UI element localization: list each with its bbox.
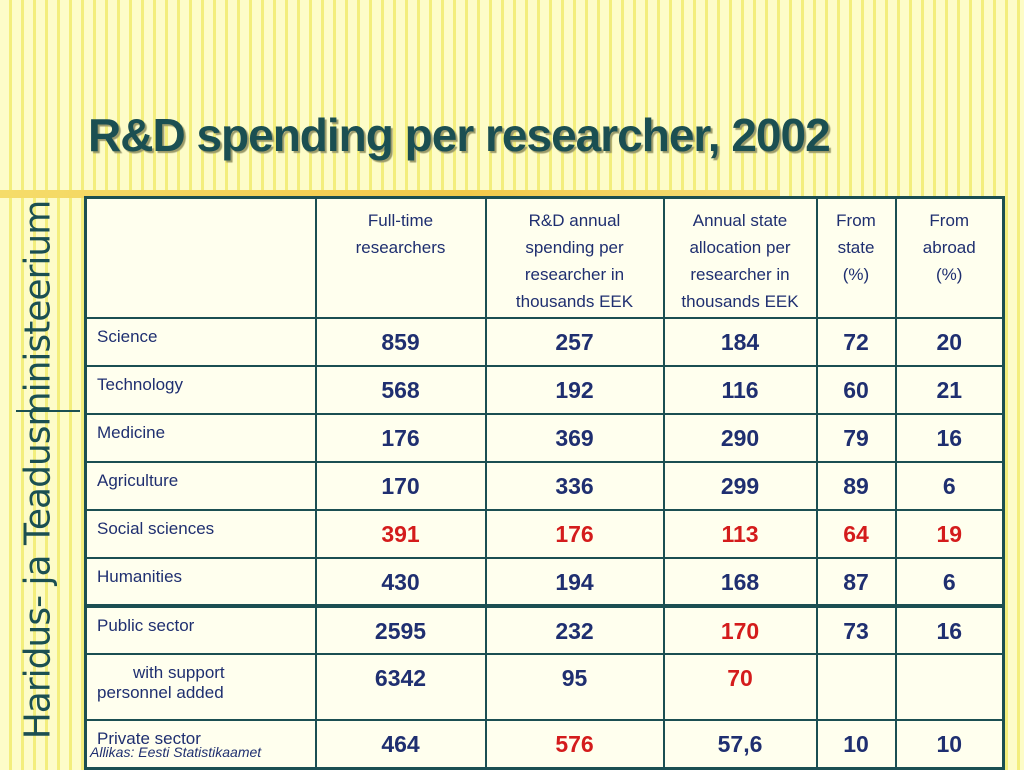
cell-value: 299 [662,461,818,511]
row-label: with support personnel added [84,653,317,721]
cell-value: 79 [815,413,897,463]
cell-value-highlighted: 170 [662,604,818,655]
header-state-allocation: Annual state allocation per researcher i… [662,196,818,319]
cell-value: 168 [662,557,818,607]
cell-value: 194 [484,557,665,607]
cell-value: 2595 [314,604,487,655]
cell-value: 170 [314,461,487,511]
row-label: Humanities [84,557,317,607]
cell-value: 73 [815,604,897,655]
cell-value: 116 [662,365,818,415]
cell-value [894,653,1005,721]
cell-value: 6 [894,557,1005,607]
cell-value: 6342 [314,653,487,721]
cell-value: 89 [815,461,897,511]
source-note: Allikas: Eesti Statistikaamet [90,744,262,760]
cell-value-highlighted: 19 [894,509,1005,559]
cell-value: 10 [815,719,897,769]
cell-value: 290 [662,413,818,463]
ministry-name: Haridus- ja Teadusministeerium [17,200,59,740]
table-row: Agriculture 170 336 299 89 6 [84,461,1005,511]
slide-title: R&D spending per researcher, 2002 [88,109,831,161]
cell-value: 10 [894,719,1005,769]
cell-value: 60 [815,365,897,415]
row-label: Medicine [84,413,317,463]
row-label: Private sector [84,719,317,769]
table-row: Medicine 176 369 290 79 16 [84,413,1005,463]
cell-value-highlighted: 70 [662,653,818,721]
row-label: Technology [84,365,317,415]
header-annual-spending: R&D annual spending per researcher in th… [484,196,665,319]
table-row-highlighted: Social sciences 391 176 113 64 19 [84,509,1005,559]
row-label: Agriculture [84,461,317,511]
row-label: Public sector [84,604,317,655]
header-row: Full-time researchers R&D annual spendin… [84,196,1005,319]
header-from-abroad: From abroad (%) [894,196,1005,319]
cell-value: 72 [815,317,897,367]
cell-value: 184 [662,317,818,367]
table-row: Technology 568 192 116 60 21 [84,365,1005,415]
table-row: Humanities 430 194 168 87 6 [84,557,1005,607]
cell-value: 568 [314,365,487,415]
cell-value: 16 [894,604,1005,655]
cell-value: 57,6 [662,719,818,769]
table-row: Private sector 464 576 57,6 10 10 [84,719,1005,769]
header-full-time-researchers: Full-time researchers [314,196,487,319]
cell-value: 176 [314,413,487,463]
header-from-state: From state (%) [815,196,897,319]
cell-value-highlighted: 391 [314,509,487,559]
cell-value: 16 [894,413,1005,463]
cell-value [815,653,897,721]
cell-value: 95 [484,653,665,721]
cell-value: 336 [484,461,665,511]
header-blank [84,196,317,319]
cell-value: 369 [484,413,665,463]
cell-value-highlighted: 64 [815,509,897,559]
cell-value: 20 [894,317,1005,367]
cell-value-highlighted: 113 [662,509,818,559]
cell-value: 232 [484,604,665,655]
cell-value: 257 [484,317,665,367]
side-divider [16,410,80,412]
cell-value: 464 [314,719,487,769]
cell-value-highlighted: 576 [484,719,665,769]
row-label: Science [84,317,317,367]
table-row: Science 859 257 184 72 20 [84,317,1005,367]
cell-value: 430 [314,557,487,607]
gold-band [0,190,780,198]
cell-value: 192 [484,365,665,415]
table-row: Public sector 2595 232 170 73 16 [84,604,1005,655]
cell-value: 6 [894,461,1005,511]
cell-value: 859 [314,317,487,367]
cell-value-highlighted: 176 [484,509,665,559]
row-label: Social sciences [84,509,317,559]
cell-value: 21 [894,365,1005,415]
cell-value: 87 [815,557,897,607]
table-row: with support personnel added 6342 95 70 [84,653,1005,721]
rd-spending-table: Full-time researchers R&D annual spendin… [84,196,1005,770]
table-container: Full-time researchers R&D annual spendin… [84,196,1005,770]
